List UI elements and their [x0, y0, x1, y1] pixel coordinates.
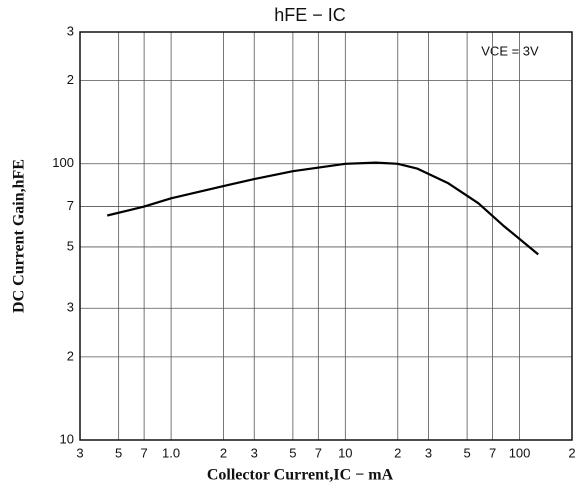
y-tick-label: 3	[67, 300, 74, 315]
x-axis-title: Collector Current,IC − mA	[207, 467, 394, 484]
x-tick-label: 100	[509, 445, 531, 460]
x-tick-label: 2	[394, 445, 401, 460]
x-tick-label: 7	[489, 445, 496, 460]
x-tick-label: 5	[115, 445, 122, 460]
x-tick-label: 3	[251, 445, 258, 460]
y-tick-label: 3	[67, 23, 74, 38]
x-tick-label: 3	[425, 445, 432, 460]
plot-frame	[79, 31, 573, 441]
x-tick-label: 2	[220, 445, 227, 460]
y-tick-label: 7	[67, 198, 74, 213]
y-tick-label: 100	[52, 155, 74, 170]
y-axis-title: DC Current Gain,hFE	[11, 159, 28, 313]
x-tick-label: 10	[338, 445, 352, 460]
data-line	[106, 161, 539, 256]
y-tick-label: 5	[67, 238, 74, 253]
annotation: VCE = 3V	[481, 43, 539, 58]
x-tick-label: 5	[289, 445, 296, 460]
x-tick-label: 7	[315, 445, 322, 460]
x-tick-label: 3	[76, 445, 83, 460]
y-tick-label: 2	[67, 72, 74, 87]
x-tick-label: 2	[568, 445, 575, 460]
chart-title: hFE − IC	[274, 5, 346, 25]
x-tick-label: 1.0	[162, 445, 180, 460]
x-tick-label: 7	[140, 445, 147, 460]
x-tick-label: 5	[463, 445, 470, 460]
y-tick-label: 10	[60, 431, 74, 446]
y-tick-label: 2	[67, 348, 74, 363]
